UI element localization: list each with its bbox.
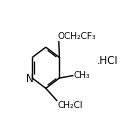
Text: OCH₂CF₃: OCH₂CF₃ (58, 32, 96, 41)
Text: N: N (26, 74, 33, 84)
Text: CH₂Cl: CH₂Cl (57, 101, 83, 110)
Text: CH₃: CH₃ (73, 71, 90, 80)
Text: .HCl: .HCl (97, 56, 118, 65)
